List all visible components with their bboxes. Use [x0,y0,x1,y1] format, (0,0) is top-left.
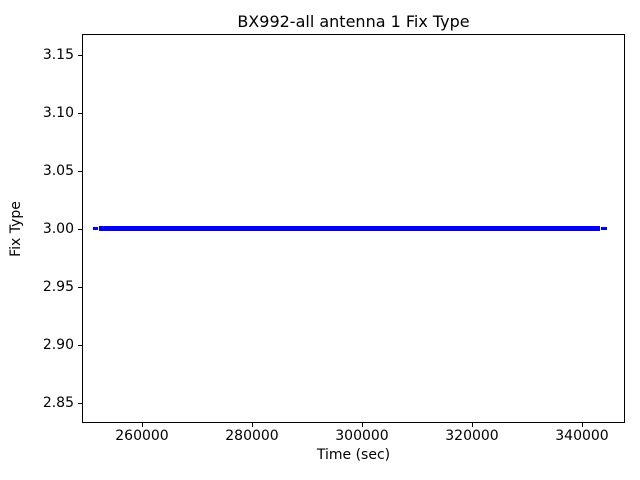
series-endpoint-marker-left [93,227,98,230]
x-tick-label: 280000 [225,428,279,444]
y-tick-label: 2.95 [42,279,74,295]
y-tick-label: 3.05 [42,163,74,179]
y-tick-label: 2.85 [42,395,74,411]
x-tick-mark [142,423,143,427]
x-tick-label: 300000 [335,428,389,444]
x-tick-label: 260000 [115,428,169,444]
y-tick-mark [78,55,82,56]
y-axis-label: Fix Type [8,201,24,257]
x-tick-mark [362,423,363,427]
y-tick-label: 2.90 [42,337,74,353]
y-tick-mark [78,287,82,288]
x-tick-mark [472,423,473,427]
y-tick-mark [78,171,82,172]
x-tick-mark [252,423,253,427]
y-tick-mark [78,113,82,114]
y-tick-label: 3.10 [42,105,74,121]
y-tick-mark [78,229,82,230]
x-tick-label: 320000 [445,428,499,444]
y-tick-label: 3.00 [42,221,74,237]
x-tick-label: 340000 [555,428,609,444]
x-tick-mark [582,423,583,427]
y-tick-mark [78,403,82,404]
data-series-line [99,226,600,231]
y-tick-mark [78,345,82,346]
series-endpoint-marker-right [601,227,607,230]
y-tick-label: 3.15 [42,47,74,63]
chart-title: BX992-all antenna 1 Fix Type [237,12,470,31]
x-axis-label: Time (sec) [316,447,391,463]
